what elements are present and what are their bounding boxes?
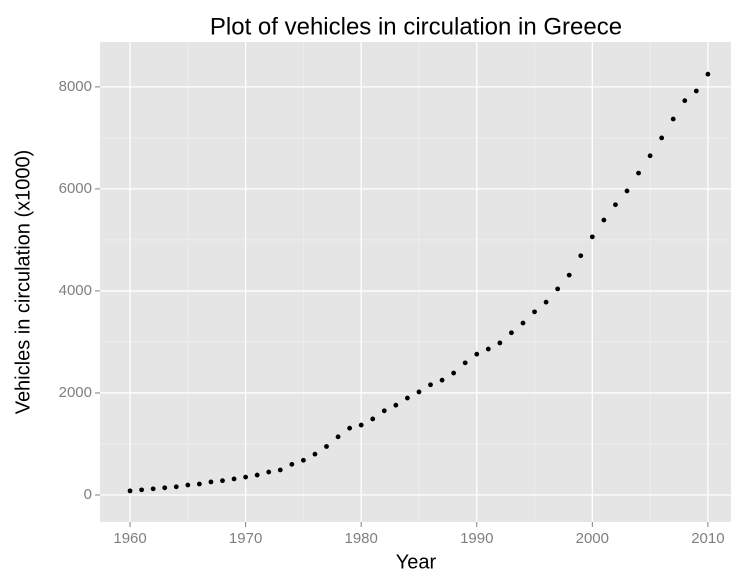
point bbox=[231, 476, 237, 482]
point bbox=[324, 444, 329, 449]
point bbox=[196, 481, 202, 487]
point bbox=[451, 370, 457, 376]
point bbox=[532, 309, 537, 315]
point bbox=[208, 479, 214, 485]
point bbox=[636, 170, 641, 176]
point bbox=[405, 395, 410, 401]
point bbox=[705, 71, 711, 77]
point bbox=[335, 434, 341, 440]
point bbox=[555, 286, 561, 292]
point bbox=[162, 485, 168, 491]
point bbox=[578, 253, 584, 259]
point bbox=[312, 451, 318, 457]
y-tick-label: 6000 bbox=[59, 180, 92, 197]
point bbox=[289, 461, 295, 467]
point bbox=[381, 408, 387, 414]
point bbox=[139, 487, 145, 493]
chart-title: Plot of vehicles in circulation in Greec… bbox=[210, 13, 622, 40]
y-tick-label: 4000 bbox=[59, 282, 92, 299]
x-axis-label: Year bbox=[396, 551, 437, 573]
point bbox=[266, 469, 272, 475]
y-tick-label: 0 bbox=[84, 486, 92, 503]
point bbox=[439, 377, 445, 383]
y-tick-label: 8000 bbox=[59, 78, 92, 95]
point bbox=[485, 346, 491, 352]
point bbox=[300, 457, 306, 463]
point bbox=[624, 188, 630, 194]
point bbox=[497, 340, 503, 346]
point bbox=[682, 98, 688, 104]
point bbox=[601, 217, 607, 223]
point bbox=[520, 320, 526, 326]
point bbox=[589, 234, 595, 240]
x-tick-label: 1970 bbox=[229, 530, 262, 547]
point bbox=[462, 360, 468, 366]
x-tick-label: 1990 bbox=[460, 530, 493, 547]
point bbox=[566, 272, 572, 278]
point bbox=[185, 482, 191, 488]
point bbox=[428, 382, 433, 388]
point bbox=[358, 422, 364, 428]
point bbox=[647, 153, 653, 159]
point bbox=[277, 467, 283, 473]
y-axis-label: Vehicles in circulation (x1000) bbox=[12, 150, 34, 415]
point bbox=[474, 351, 480, 357]
point bbox=[254, 472, 260, 478]
point bbox=[127, 488, 133, 494]
point bbox=[370, 416, 376, 422]
point bbox=[150, 486, 156, 492]
plot-panel bbox=[100, 42, 731, 522]
point bbox=[509, 330, 514, 336]
point bbox=[543, 299, 549, 305]
point bbox=[243, 474, 249, 480]
x-tick-label: 1960 bbox=[113, 530, 146, 547]
point bbox=[393, 402, 399, 408]
point bbox=[220, 478, 225, 484]
point bbox=[613, 202, 618, 208]
point bbox=[693, 88, 699, 94]
point bbox=[670, 116, 676, 122]
x-tick-label: 2010 bbox=[691, 530, 724, 547]
y-tick-label: 2000 bbox=[59, 384, 92, 401]
point bbox=[659, 135, 665, 141]
point bbox=[416, 389, 422, 395]
x-tick-label: 1980 bbox=[344, 530, 377, 547]
point bbox=[173, 484, 179, 490]
x-tick-label: 2000 bbox=[576, 530, 609, 547]
point bbox=[347, 425, 353, 431]
